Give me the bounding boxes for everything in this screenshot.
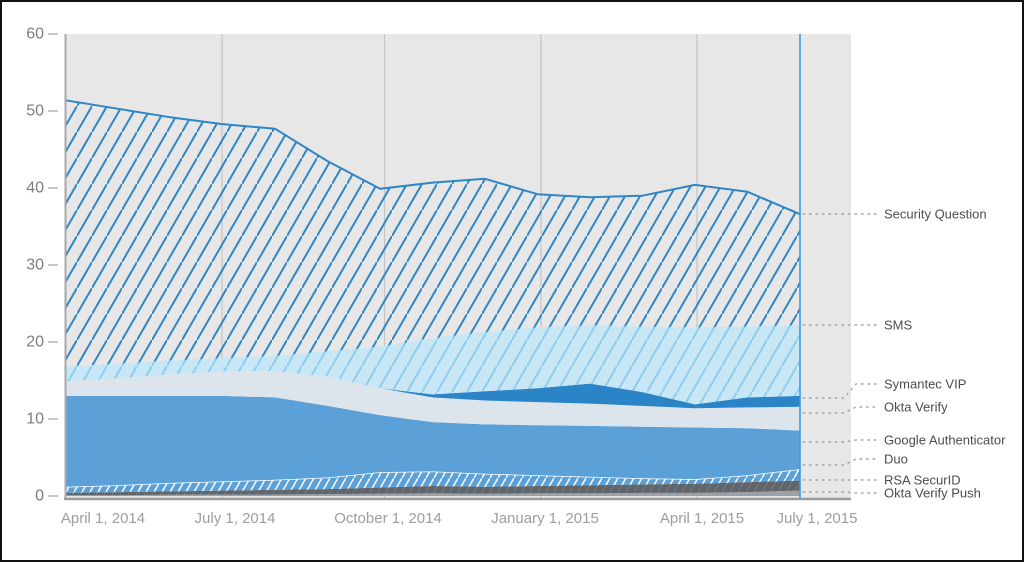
x-tick-label: January 1, 2015: [491, 510, 599, 527]
y-axis-ticks: 0 10 20 30 40 50 60: [26, 26, 58, 505]
y-tick-label: 20: [26, 334, 44, 351]
legend-leader-duo: [802, 458, 877, 466]
legend-label-symantec-vip: Symantec VIP: [884, 377, 966, 392]
x-tick-label: April 1, 2015: [660, 510, 744, 527]
y-tick-label: 0: [35, 488, 44, 505]
y-tick-label: 30: [26, 257, 44, 274]
axes: [64, 34, 851, 501]
x-tick-label: October 1, 2014: [334, 510, 442, 527]
legend-label-security-question: Security Question: [884, 207, 987, 222]
legend-leader-okta-verify: [802, 406, 877, 414]
y-tick-label: 60: [26, 26, 44, 43]
area-security-question: [65, 100, 800, 367]
legend-label-duo: Duo: [884, 452, 908, 467]
y-tick-label: 50: [26, 103, 44, 120]
x-axis-labels: April 1, 2014 July 1, 2014 October 1, 2014…: [61, 510, 858, 527]
x-tick-label: July 1, 2015: [777, 510, 858, 527]
x-tick-label: April 1, 2014: [61, 510, 145, 527]
legend-label-okta-verify-push: Okta Verify Push: [884, 486, 981, 501]
x-tick-label: July 1, 2014: [195, 510, 276, 527]
boundary-security-question: [64, 99, 801, 216]
area-duo: [65, 469, 800, 493]
legend-leader-okta-verify-push: [802, 491, 877, 494]
legend-label-sms: SMS: [884, 318, 913, 333]
area-symantec-vip: [65, 371, 800, 409]
area-sms: [65, 325, 800, 405]
legend-label-google-authenticator: Google Authenticator: [884, 433, 1006, 448]
area-series: [64, 99, 801, 496]
legend-leader-symantec-vip: [802, 383, 877, 399]
area-rsa-securid: [65, 480, 800, 496]
area-okta-verify: [65, 371, 800, 431]
legend: Security Question SMS Symantec VIP Okta Ver…: [802, 207, 1006, 501]
legend-label-rsa-securid: RSA SecurID: [884, 473, 961, 488]
area-google-authenticator: [65, 395, 800, 487]
legend-label-okta-verify: Okta Verify: [884, 400, 948, 415]
y-tick-label: 40: [26, 180, 44, 197]
legend-leader-google-authenticator: [802, 439, 877, 443]
y-tick-label: 10: [26, 411, 44, 428]
